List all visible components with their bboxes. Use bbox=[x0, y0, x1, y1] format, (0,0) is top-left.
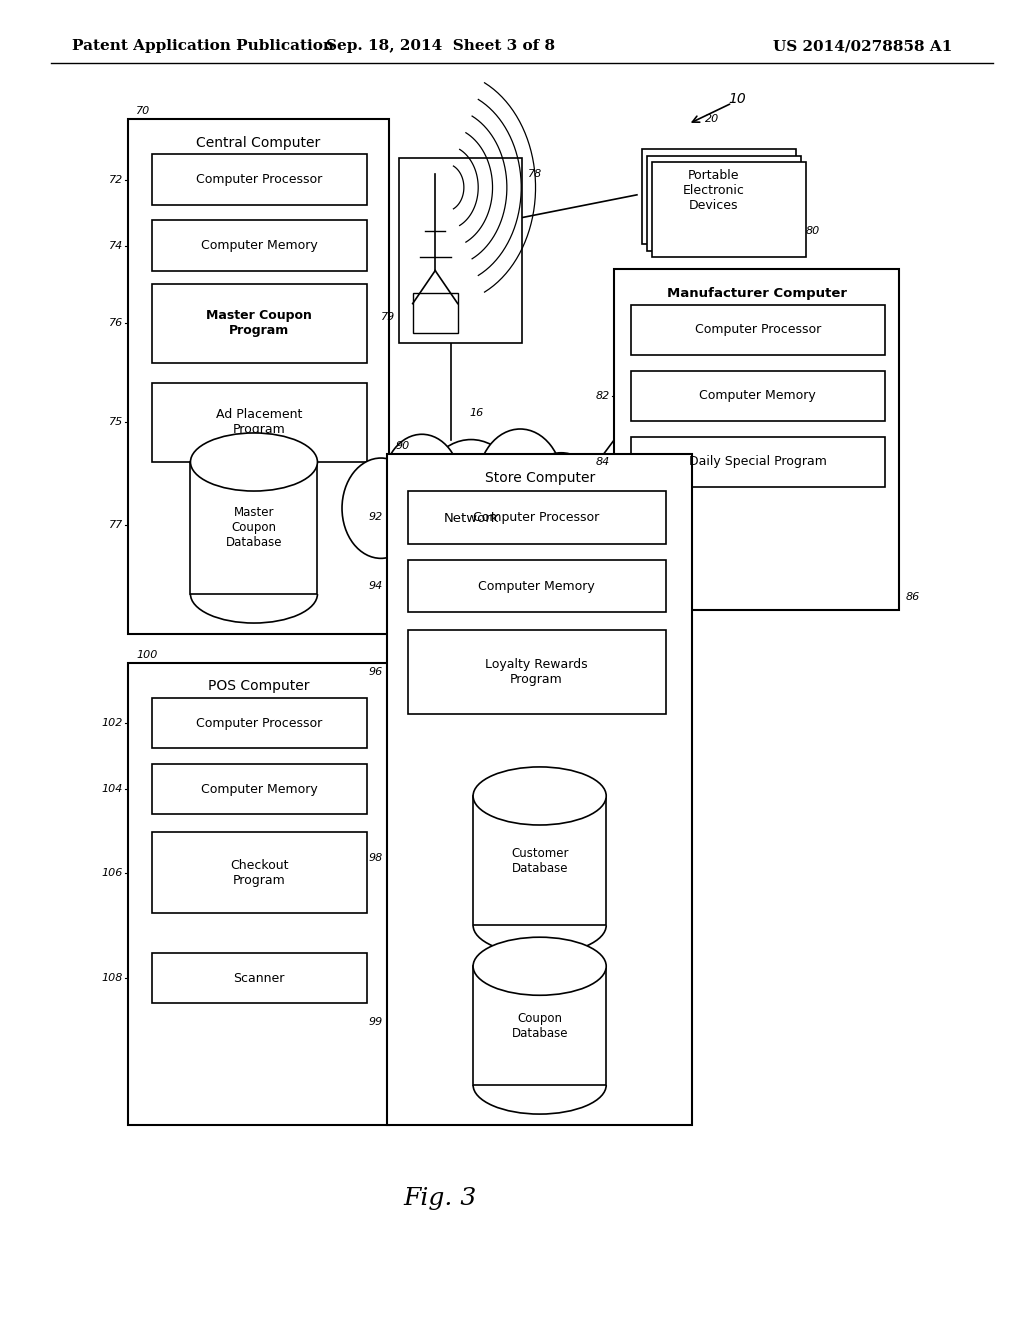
Text: 76: 76 bbox=[109, 318, 123, 329]
Text: Manufacturer Computer: Manufacturer Computer bbox=[667, 286, 847, 300]
Text: Loyalty Rewards
Program: Loyalty Rewards Program bbox=[485, 657, 588, 686]
Text: 108: 108 bbox=[101, 973, 123, 983]
Bar bbox=[631, 371, 885, 421]
Circle shape bbox=[383, 434, 461, 535]
Bar bbox=[387, 454, 692, 1125]
Bar bbox=[631, 305, 885, 355]
Ellipse shape bbox=[473, 937, 606, 995]
Text: 72: 72 bbox=[109, 174, 123, 185]
Text: Customer
Database: Customer Database bbox=[511, 846, 568, 875]
Text: 102: 102 bbox=[101, 718, 123, 729]
Text: 16: 16 bbox=[469, 408, 483, 418]
Text: 74: 74 bbox=[109, 240, 123, 251]
Text: Daily Special Program: Daily Special Program bbox=[689, 455, 826, 469]
Text: Computer Memory: Computer Memory bbox=[699, 389, 816, 403]
Bar bbox=[152, 220, 367, 271]
Bar bbox=[128, 119, 389, 634]
Bar bbox=[408, 630, 666, 714]
Ellipse shape bbox=[190, 433, 317, 491]
Text: 104: 104 bbox=[101, 784, 123, 795]
Text: Coupon
Database: Coupon Database bbox=[511, 1011, 568, 1040]
Bar bbox=[408, 560, 666, 612]
Text: Network: Network bbox=[443, 512, 499, 525]
Circle shape bbox=[418, 440, 524, 577]
Bar bbox=[647, 156, 801, 251]
Text: 82: 82 bbox=[596, 391, 610, 401]
Bar bbox=[152, 832, 367, 913]
Circle shape bbox=[463, 500, 537, 595]
Text: 78: 78 bbox=[528, 169, 543, 180]
Text: 84: 84 bbox=[596, 457, 610, 467]
Text: Computer Processor: Computer Processor bbox=[473, 511, 600, 524]
Bar bbox=[152, 698, 367, 748]
Bar bbox=[408, 491, 666, 544]
Text: Portable
Electronic
Devices: Portable Electronic Devices bbox=[683, 169, 744, 211]
Text: 80: 80 bbox=[806, 226, 820, 236]
Text: 75: 75 bbox=[109, 417, 123, 428]
Circle shape bbox=[518, 453, 604, 564]
Text: Master
Coupon
Database: Master Coupon Database bbox=[225, 507, 283, 549]
Text: Master Coupon
Program: Master Coupon Program bbox=[206, 309, 312, 338]
Text: Scanner: Scanner bbox=[233, 972, 285, 985]
Text: Store Computer: Store Computer bbox=[484, 471, 595, 484]
Circle shape bbox=[406, 500, 479, 595]
Text: 100: 100 bbox=[136, 649, 158, 660]
Text: Checkout
Program: Checkout Program bbox=[229, 858, 289, 887]
Text: 70: 70 bbox=[136, 106, 151, 116]
Text: US 2014/0278858 A1: US 2014/0278858 A1 bbox=[773, 40, 952, 53]
Text: 94: 94 bbox=[369, 581, 383, 591]
Bar bbox=[152, 953, 367, 1003]
Text: Central Computer: Central Computer bbox=[197, 136, 321, 149]
Bar bbox=[152, 383, 367, 462]
Bar bbox=[152, 764, 367, 814]
Text: POS Computer: POS Computer bbox=[208, 680, 309, 693]
Text: 92: 92 bbox=[369, 512, 383, 523]
Bar bbox=[652, 162, 806, 257]
Bar bbox=[631, 437, 885, 487]
Text: Patent Application Publication: Patent Application Publication bbox=[72, 40, 334, 53]
Text: Computer Processor: Computer Processor bbox=[694, 323, 821, 337]
Text: 20: 20 bbox=[705, 114, 719, 124]
Bar bbox=[413, 293, 458, 333]
Bar bbox=[128, 663, 389, 1125]
Text: Sep. 18, 2014  Sheet 3 of 8: Sep. 18, 2014 Sheet 3 of 8 bbox=[326, 40, 555, 53]
Text: 79: 79 bbox=[381, 312, 395, 322]
Text: 96: 96 bbox=[369, 667, 383, 677]
Text: Computer Processor: Computer Processor bbox=[196, 717, 323, 730]
Text: Ad Placement
Program: Ad Placement Program bbox=[216, 408, 302, 437]
Bar bbox=[152, 154, 367, 205]
Text: Computer Processor: Computer Processor bbox=[196, 173, 323, 186]
Bar bbox=[642, 149, 796, 244]
Bar bbox=[473, 966, 606, 1085]
Text: 99: 99 bbox=[369, 1016, 383, 1027]
Text: Computer Memory: Computer Memory bbox=[201, 783, 317, 796]
Circle shape bbox=[342, 458, 420, 558]
Bar bbox=[190, 462, 317, 594]
Circle shape bbox=[477, 429, 563, 540]
Text: 86: 86 bbox=[905, 591, 920, 602]
Text: 10: 10 bbox=[728, 92, 746, 106]
Text: 77: 77 bbox=[109, 520, 123, 531]
Bar bbox=[152, 284, 367, 363]
Text: Computer Memory: Computer Memory bbox=[201, 239, 317, 252]
Bar bbox=[399, 158, 522, 343]
Bar bbox=[614, 269, 899, 610]
Text: 106: 106 bbox=[101, 867, 123, 878]
Text: Fig. 3: Fig. 3 bbox=[403, 1187, 477, 1210]
Text: 90: 90 bbox=[395, 441, 410, 451]
Bar bbox=[473, 796, 606, 925]
Text: Computer Memory: Computer Memory bbox=[478, 579, 595, 593]
Ellipse shape bbox=[473, 767, 606, 825]
Text: 98: 98 bbox=[369, 853, 383, 863]
